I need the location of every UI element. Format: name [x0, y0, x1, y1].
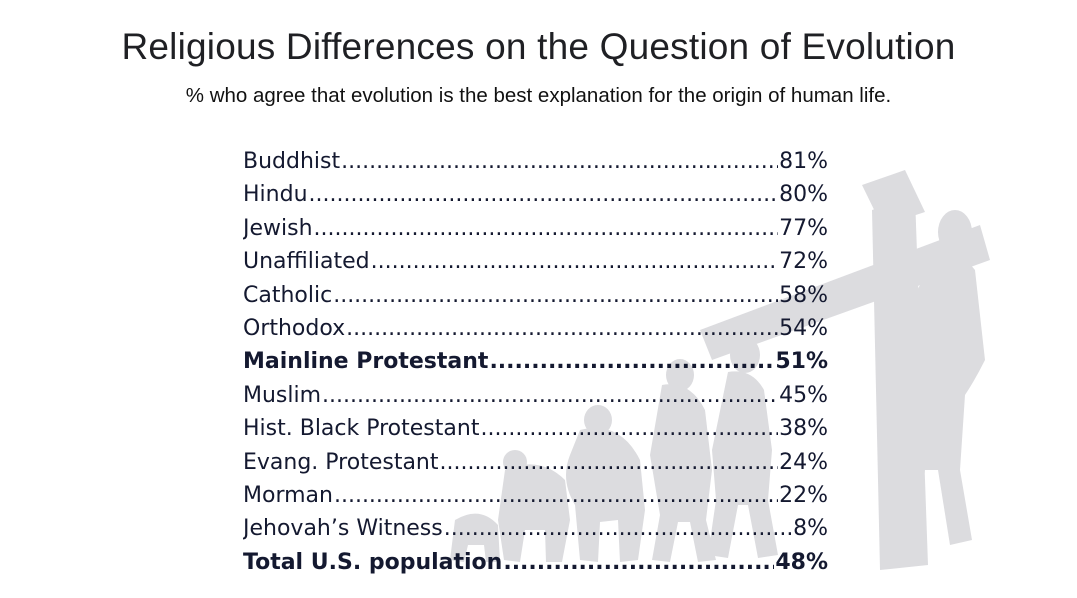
dot-leader: ........................................… [333, 282, 778, 308]
row-value: 24% [779, 449, 828, 475]
row-label: Evang. Protestant [243, 449, 439, 475]
dot-leader: ........................................… [308, 182, 779, 208]
row-label: Hist. Black Protestant [243, 416, 480, 442]
row-label: Unaffiliated [243, 249, 370, 275]
body-hominid [650, 384, 716, 562]
chart-subtitle: % who agree that evolution is the best e… [185, 84, 892, 107]
row-value: 8% [793, 516, 828, 542]
row-label: Orthodox [243, 315, 346, 341]
dot-leader: ........................................… [313, 215, 779, 241]
head-standing [938, 210, 972, 254]
dot-leader: ........................................… [443, 516, 793, 542]
row-value: 72% [779, 249, 828, 275]
row-label: Total U.S. population [243, 549, 503, 575]
table-row: Hist. Black Protestant..................… [243, 412, 828, 445]
chart-title: Religious Differences on the Question of… [121, 26, 956, 67]
table-row: Jehovah’s Witness.......................… [243, 512, 828, 545]
head-hominid [666, 359, 694, 391]
body-ape [566, 428, 645, 562]
table-row-total: Total U.S. population...................… [243, 546, 828, 579]
dot-leader: ........................................… [322, 382, 778, 408]
data-table: Buddhist................................… [243, 145, 828, 579]
row-value: 81% [779, 149, 828, 174]
body-human [708, 371, 778, 558]
dot-leader: ........................................… [346, 315, 779, 341]
row-label: Catholic [243, 282, 333, 308]
row-label: Jehovah’s Witness [243, 516, 443, 542]
dot-leader: ........................................… [489, 349, 774, 375]
dot-leader: ........................................… [439, 449, 779, 475]
row-label: Muslim [243, 382, 322, 408]
cross-beam [700, 225, 990, 360]
head-ape [584, 405, 612, 435]
row-value: 77% [779, 215, 828, 241]
table-row: Jewish..................................… [243, 212, 828, 245]
table-row: Hindu...................................… [243, 178, 828, 211]
table-row: Buddhist................................… [243, 145, 828, 178]
table-row: Unaffiliated............................… [243, 245, 828, 278]
table-row: Catholic................................… [243, 279, 828, 312]
row-value: 38% [779, 416, 828, 442]
table-row-highlight: Mainline Protestant.....................… [243, 345, 828, 378]
body-primate [498, 464, 570, 562]
body-standing [893, 255, 985, 545]
head-primate [503, 450, 527, 474]
body-creature [450, 513, 500, 562]
row-value: 51% [775, 349, 828, 375]
row-value: 58% [779, 282, 828, 308]
dot-leader: ........................................… [333, 482, 778, 508]
row-value: 80% [779, 182, 828, 208]
row-value: 45% [779, 382, 828, 408]
head-human [730, 337, 760, 373]
table-row: Morman..................................… [243, 479, 828, 512]
row-label: Buddhist [243, 149, 341, 174]
row-label: Morman [243, 482, 333, 508]
row-label: Mainline Protestant [243, 349, 489, 375]
dot-leader: ........................................… [370, 249, 778, 275]
dot-leader: ........................................… [503, 549, 774, 575]
table-row: Muslim..................................… [243, 379, 828, 412]
row-value: 48% [775, 549, 828, 575]
dot-leader: ........................................… [341, 149, 778, 174]
row-label: Jewish [243, 215, 313, 241]
table-row: Evang. Protestant.......................… [243, 446, 828, 479]
row-value: 22% [779, 482, 828, 508]
table-row: Orthodox................................… [243, 312, 828, 345]
dot-leader: ........................................… [480, 416, 779, 442]
row-value: 54% [779, 315, 828, 341]
row-label: Hindu [243, 182, 308, 208]
